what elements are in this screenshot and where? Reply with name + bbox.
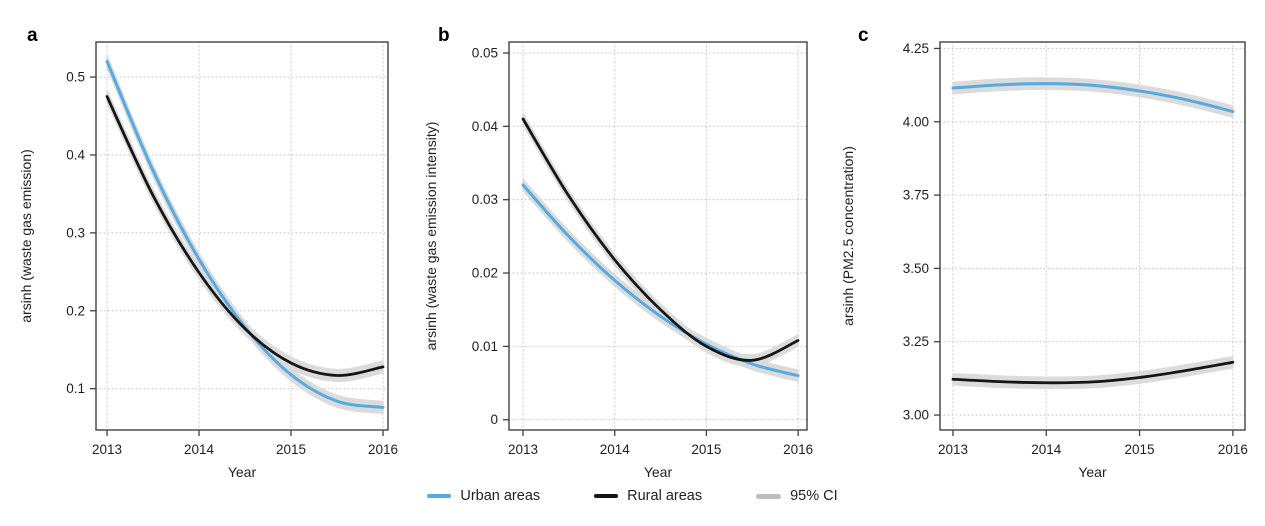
rural-trend-line — [951, 360, 1235, 385]
y-tick-label: 3.50 — [903, 261, 929, 276]
x-tick-label: 2016 — [783, 442, 813, 457]
rural-confidence-band — [952, 355, 1234, 390]
legend-label-rural: Rural areas — [627, 488, 703, 504]
y-tick-label: 0 — [490, 412, 498, 427]
y-axis-title: arsinh (waste gas emission intensity) — [423, 122, 439, 351]
urban-line-swatch-icon — [427, 494, 452, 498]
plot-frame — [939, 41, 1246, 431]
x-tick-label: 2015 — [276, 442, 306, 457]
x-tick-label: 2013 — [92, 442, 122, 457]
urban-confidence-band — [952, 77, 1234, 118]
y-axis-title: arsinh (PM2.5 concentration) — [840, 146, 856, 326]
x-axis-title: Year — [644, 464, 673, 480]
x-tick-label: 2014 — [1031, 442, 1062, 457]
rural-trend-line — [105, 95, 385, 377]
urban-trend-line — [521, 183, 800, 378]
y-tick-label: 3.25 — [903, 334, 929, 349]
x-tick-label: 2016 — [368, 442, 398, 457]
panel-a-chart: 2013 2014 2015 2016 0.1 0.2 0.3 0.4 0.5 Year arsin… — [18, 25, 398, 480]
x-tick-label: 2015 — [691, 442, 721, 457]
legend-item-ci: 95% CI — [756, 488, 838, 504]
urban-trend-line — [951, 82, 1235, 114]
x-axis-title: Year — [1078, 464, 1107, 480]
x-tick-label: 2016 — [1218, 442, 1248, 457]
rural-trend-line — [521, 117, 800, 362]
panel-b-chart: 2013 2014 2015 2016 0 0.01 0.02 0.03 0.04 0.05 Yea… — [423, 25, 813, 480]
legend-item-rural: Rural areas — [594, 488, 702, 504]
y-tick-label: 0.03 — [472, 192, 498, 207]
x-tick-label: 2013 — [508, 442, 538, 457]
panel-letter: a — [27, 25, 38, 46]
panel-letter: c — [858, 25, 869, 46]
rural-line-swatch-icon — [594, 494, 619, 498]
y-tick-label: 0.04 — [472, 119, 499, 134]
plot-frame — [508, 41, 808, 431]
y-tick-label: 0.3 — [66, 225, 85, 240]
y-tick-label: 3.75 — [903, 188, 929, 203]
y-tick-label: 4.25 — [903, 41, 929, 56]
legend-label-ci: 95% CI — [790, 488, 838, 504]
ci-band-swatch-icon — [756, 493, 782, 499]
y-tick-label: 0.4 — [66, 147, 85, 162]
y-tick-label: 0.05 — [472, 46, 498, 61]
x-tick-label: 2015 — [1125, 442, 1155, 457]
y-tick-label: 0.1 — [66, 381, 85, 396]
panel-c-chart: 2013 2014 2015 2016 3.00 3.25 3.50 3.75 4.00 4.25… — [840, 25, 1248, 480]
x-tick-label: 2013 — [938, 442, 968, 457]
y-tick-label: 4.00 — [903, 114, 929, 129]
urban-confidence-band — [522, 178, 799, 382]
y-tick-label: 0.5 — [66, 70, 85, 85]
panel-letter: b — [438, 25, 450, 46]
y-tick-label: 0.02 — [472, 266, 498, 281]
legend-item-urban: Urban areas — [427, 488, 540, 504]
plot-frame — [95, 41, 389, 431]
x-tick-label: 2014 — [184, 442, 215, 457]
y-tick-label: 0.01 — [472, 339, 498, 354]
urban-trend-line — [105, 59, 385, 409]
legend-label-urban: Urban areas — [460, 488, 541, 504]
rural-confidence-band — [106, 89, 384, 383]
x-tick-label: 2014 — [600, 442, 631, 457]
x-axis-title: Year — [228, 464, 257, 480]
legend: Urban areas Rural areas 95% CI — [0, 488, 1265, 504]
y-tick-label: 3.00 — [903, 408, 929, 423]
urban-confidence-band — [106, 54, 384, 414]
rural-confidence-band — [522, 112, 799, 367]
y-tick-label: 0.2 — [66, 303, 85, 318]
y-axis-title: arsinh (waste gas emission) — [18, 149, 34, 323]
